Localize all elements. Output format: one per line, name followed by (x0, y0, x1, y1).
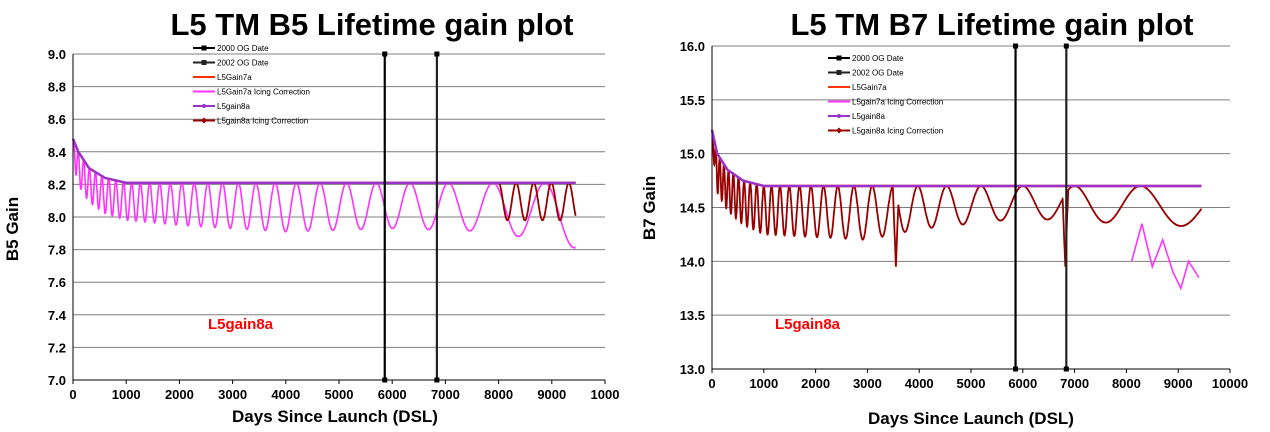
series-line-gain8a (710, 129, 1202, 188)
x-tick-label: 0 (708, 376, 715, 391)
legend-marker (202, 104, 206, 108)
legend-label: 2002 OG Date (217, 59, 269, 68)
y-tick-label: 14.5 (680, 201, 705, 216)
x-tick-label: 3000 (853, 376, 882, 391)
y-tick-label: 7.8 (48, 243, 66, 258)
x-tick-label: 7000 (1060, 376, 1089, 391)
legend-label: 2002 OG Date (852, 69, 904, 78)
x-tick-label: 0 (69, 387, 76, 402)
x-tick-label: 6000 (378, 387, 407, 402)
legend-label: L5Gain7a Icing Correction (217, 88, 310, 97)
legend-label: L5Gain7a (852, 83, 887, 92)
legend-label: L5gain7a Icing Correction (852, 98, 943, 107)
y-tick-label: 7.6 (48, 275, 66, 290)
legend-marker (837, 114, 841, 118)
y-tick-label: 14.0 (680, 254, 705, 269)
y-tick-label: 15.5 (680, 93, 705, 108)
legend-label: L5Gain7a (217, 73, 252, 82)
axes: 16.0 15.5 15.0 14.5 14.0 13.5 13.00 1000 2000 300… (680, 39, 1248, 391)
y-tick-label: 7.0 (48, 373, 66, 388)
b5-gain-chart: L5 TM B5 Lifetime gain plot 9.0 8.8 8.6 8.4… (0, 0, 625, 432)
x-axis-title: Days Since Launch (DSL) (868, 409, 1074, 428)
x-tick-label: 10000 (1212, 376, 1248, 391)
y-tick-label: 8.2 (48, 177, 66, 192)
x-tick-label: 6000 (1008, 376, 1037, 391)
y-tick-label: 8.0 (48, 210, 66, 225)
y-tick-label: 13.5 (680, 308, 705, 323)
y-tick-label: 15.0 (680, 147, 705, 162)
series-line-gain7a (71, 138, 576, 185)
og-date-marker (382, 51, 388, 57)
x-tick-label: 8000 (1112, 376, 1141, 391)
x-tick-label: 2000 (801, 376, 830, 391)
x-axis-title: Days Since Launch (DSL) (232, 407, 438, 426)
y-tick-label: 8.4 (48, 145, 67, 160)
x-tick-label: 1000 (591, 387, 620, 402)
og-date-marker (434, 51, 440, 57)
series-line-gain8a-icing (498, 181, 577, 222)
legend-label: 2000 OG Date (852, 54, 904, 63)
y-tick-label: 8.6 (48, 112, 66, 127)
x-tick-label: 4000 (271, 387, 300, 402)
y-axis-title: B5 Gain (3, 197, 22, 261)
legend-marker (836, 127, 842, 134)
x-tick-label: 2000 (165, 387, 194, 402)
legend-marker (201, 60, 207, 65)
legend-label: 2000 OG Date (217, 44, 269, 53)
b7-chart-svg: L5 TM B7 Lifetime gain plot 16.0 15.5 15.0… (640, 7, 1248, 428)
legend: 2000 OG Date 2002 OG Date L5Gain7a L5Gain7a… (193, 44, 310, 126)
x-tick-label: 5000 (957, 376, 986, 391)
y-tick-label: 7.4 (48, 308, 67, 323)
x-tick-label: 5000 (325, 387, 354, 402)
legend-label: L5gain8a (217, 102, 250, 111)
y-tick-label: 9.0 (48, 47, 66, 62)
series-layer (71, 51, 577, 383)
legend-label: L5gain8a (852, 112, 885, 121)
legend-marker (201, 117, 207, 124)
series-line-gain7a-icing (1130, 223, 1200, 291)
y-axis-title: B7 Gain (640, 176, 659, 240)
legend: 2000 OG Date 2002 OG Date L5Gain7a L5gain7a… (828, 54, 943, 136)
og-date-marker (1013, 43, 1019, 49)
y-tick-label: 8.8 (48, 80, 66, 95)
legend-label: L5gain8a Icing Correction (852, 127, 943, 136)
y-tick-label: 13.0 (680, 362, 705, 377)
x-tick-label: 4000 (905, 376, 934, 391)
legend-marker (836, 70, 842, 75)
series-layer (710, 43, 1203, 372)
legend-marker (836, 55, 842, 61)
og-date-marker (1063, 43, 1069, 49)
x-tick-label: 1000 (112, 387, 141, 402)
series-annotation: L5gain8a (208, 316, 274, 333)
axes: 9.0 8.8 8.6 8.4 8.2 8.0 7.8 7.6 7.4 7.2 7.00 1000 20… (48, 47, 620, 402)
chart-title: L5 TM B7 Lifetime gain plot (790, 7, 1193, 42)
series-line-gain7a (710, 129, 1202, 188)
x-tick-label: 9000 (537, 387, 566, 402)
x-tick-label: 3000 (218, 387, 247, 402)
y-tick-label: 7.2 (48, 340, 66, 355)
series-annotation: L5gain8a (775, 316, 841, 333)
series-line-gain8a-icing (711, 129, 1203, 267)
x-tick-label: 7000 (431, 387, 460, 402)
series-line-gain8a (71, 138, 576, 185)
legend-marker (201, 45, 207, 51)
x-tick-label: 8000 (484, 387, 513, 402)
legend-label: L5gain8a Icing Correction (217, 117, 308, 126)
x-tick-label: 9000 (1164, 376, 1193, 391)
chart-title: L5 TM B5 Lifetime gain plot (170, 7, 573, 42)
x-tick-label: 1000 (749, 376, 778, 391)
y-tick-label: 16.0 (680, 39, 705, 54)
b5-chart-svg: L5 TM B5 Lifetime gain plot 9.0 8.8 8.6 8.4… (3, 7, 620, 426)
b7-gain-chart: L5 TM B7 Lifetime gain plot 16.0 15.5 15.0… (635, 0, 1270, 432)
series-line-gain7a-icing (72, 138, 577, 249)
